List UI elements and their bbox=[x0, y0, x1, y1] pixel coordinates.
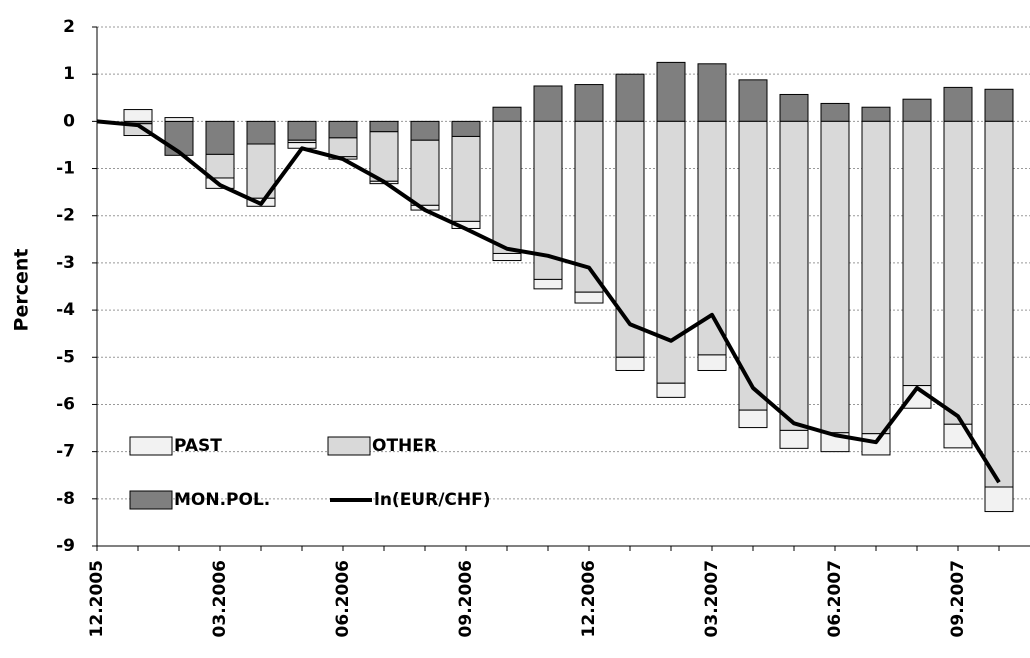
bar bbox=[902, 98, 932, 122]
bar bbox=[943, 120, 973, 425]
bar bbox=[697, 354, 727, 371]
legend-swatch bbox=[129, 490, 173, 510]
bar bbox=[492, 106, 522, 122]
bar bbox=[861, 433, 891, 456]
bar bbox=[861, 106, 891, 122]
bar bbox=[943, 86, 973, 122]
bar bbox=[779, 93, 809, 122]
y-tick-label: -6 bbox=[56, 394, 75, 414]
legend-label: MON.POL. bbox=[174, 490, 270, 510]
y-tick-label: -1 bbox=[56, 159, 75, 179]
y-axis-label: Percent bbox=[11, 249, 33, 332]
legend-label: ln(EUR/CHF) bbox=[374, 490, 491, 510]
bar bbox=[656, 120, 686, 384]
y-tick-label: -9 bbox=[56, 536, 75, 556]
y-tick-label: -5 bbox=[56, 347, 75, 367]
bar bbox=[984, 486, 1014, 513]
y-tick-label: -4 bbox=[56, 300, 75, 320]
x-tick-label: 12.2006 bbox=[579, 560, 599, 637]
bar bbox=[697, 63, 727, 122]
y-tick-label: 2 bbox=[63, 17, 75, 37]
y-tick-label: -3 bbox=[56, 253, 75, 273]
bar bbox=[615, 356, 645, 371]
bar bbox=[205, 153, 235, 179]
x-tick-label: 03.2007 bbox=[702, 560, 722, 637]
x-tick-label: 09.2007 bbox=[948, 560, 968, 637]
x-tick-label: 12.2005 bbox=[87, 560, 107, 637]
bar bbox=[410, 139, 440, 206]
bar bbox=[656, 382, 686, 398]
bar bbox=[533, 85, 563, 122]
bar bbox=[205, 120, 235, 155]
line bbox=[96, 119, 1001, 484]
bar bbox=[984, 88, 1014, 122]
bar bbox=[328, 137, 358, 158]
y-tick-label: -7 bbox=[56, 442, 75, 462]
bar bbox=[861, 120, 891, 435]
legend-swatch bbox=[327, 436, 371, 456]
bar bbox=[328, 120, 358, 139]
y-tick-label: 0 bbox=[63, 111, 75, 131]
bar bbox=[738, 409, 768, 429]
bar bbox=[287, 120, 317, 141]
bar bbox=[574, 84, 604, 122]
legend-label: PAST bbox=[174, 436, 222, 456]
bar bbox=[820, 102, 850, 122]
bar bbox=[369, 131, 399, 182]
bar bbox=[451, 135, 481, 222]
bar bbox=[533, 278, 563, 290]
bar bbox=[615, 73, 645, 122]
bar bbox=[574, 291, 604, 304]
x-tick-label: 03.2006 bbox=[210, 560, 230, 637]
bar bbox=[656, 61, 686, 122]
bar bbox=[492, 252, 522, 262]
bar bbox=[451, 120, 481, 137]
x-tick-label: 09.2006 bbox=[456, 560, 476, 637]
bar bbox=[820, 120, 850, 434]
bar bbox=[615, 120, 645, 358]
bar bbox=[779, 120, 809, 431]
bar bbox=[984, 120, 1014, 488]
x-tick-label: 06.2007 bbox=[825, 560, 845, 637]
bar bbox=[369, 120, 399, 133]
bar bbox=[779, 429, 809, 449]
legend-label: OTHER bbox=[372, 436, 437, 456]
bar bbox=[902, 120, 932, 387]
bar bbox=[123, 109, 153, 122]
bar bbox=[943, 423, 973, 449]
bar bbox=[410, 120, 440, 141]
y-tick-label: -8 bbox=[56, 489, 75, 509]
bar bbox=[738, 79, 768, 122]
bar bbox=[164, 117, 194, 122]
bar bbox=[246, 120, 276, 145]
bar bbox=[738, 120, 768, 411]
y-tick-label: 1 bbox=[63, 64, 75, 84]
y-tick-label: -2 bbox=[56, 206, 75, 226]
legend-swatch bbox=[129, 436, 173, 456]
x-tick-label: 06.2006 bbox=[333, 560, 353, 637]
bar bbox=[492, 120, 522, 254]
